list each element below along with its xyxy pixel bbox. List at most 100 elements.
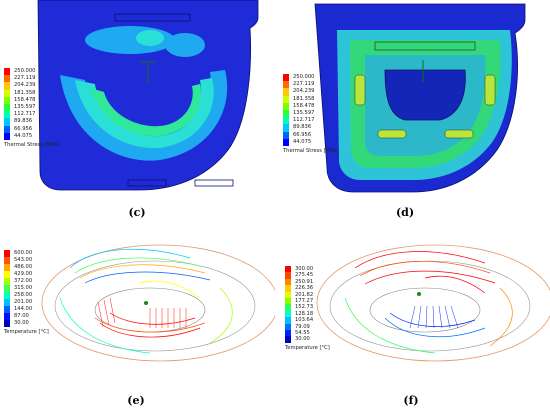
legend-swatch [4,271,10,278]
legend-swatch [285,317,291,324]
legend-swatch [283,88,289,96]
legend-swatch [4,89,10,97]
legend-value: 177.27 [295,298,314,304]
stress-plot-c [37,0,259,191]
legend-value: 250.000 [14,68,36,74]
legend-swatch [4,257,10,264]
legend-swatch [4,306,10,313]
legend-value: 227.119 [14,75,36,82]
legend-value: 112.717 [14,111,36,118]
legend-title: Temperature [°C] [285,344,330,351]
legend-swatch [283,74,289,82]
legend-value: 30.00 [14,320,29,326]
temperature-streamlines-e [41,244,275,362]
panel-e: 600.00 543.00 486.00 429.00 372.00 315.00 258.… [0,228,275,411]
legend-swatch [283,138,289,146]
legend-swatch [283,124,289,132]
legend-swatch [285,336,291,343]
legend-swatch [4,320,10,327]
legend-value: 181.358 [293,95,315,102]
legend-swatch [4,132,10,140]
legend-swatch [283,117,289,125]
stress-plot-d [314,3,526,193]
legend-title: Thermal Stress [MPa] [283,148,339,154]
legend-title: Temperature [°C] [4,329,49,335]
legend-value: 315.00 [14,285,33,291]
caption-e: (e) [127,394,145,407]
legend-value: 201.00 [14,299,33,305]
legend-value: 258.00 [14,292,33,298]
legend-value: 152.73 [295,304,314,311]
legend-swatch [4,292,10,299]
legend-swatch [4,250,10,257]
legend-swatch [283,102,289,110]
legend-value: 89.836 [293,124,312,131]
panel-c: 250.000 227.119 204.239 181.358 158.478 135.5… [0,0,275,240]
legend-value: 181.358 [14,89,36,96]
legend-value: 66.956 [293,131,312,138]
legend-swatch [4,96,10,104]
legend-value: 250.91 [295,278,314,285]
legend-swatch [4,125,10,133]
caption-f: (f) [403,394,419,407]
legend-swatch [4,285,10,292]
legend-swatch [285,285,291,292]
legend-value: 543.00 [14,257,33,263]
legend-value: 128.18 [295,310,314,317]
legend-swatch [4,75,10,83]
panel-f: 300.00 275.45 250.91 226.36 201.82 177.27 152.… [275,228,550,411]
legend-swatch [285,266,291,273]
legend-value: 204.239 [293,88,315,95]
legend-swatch [283,131,289,139]
panel-d: 250.000 227.119 204.239 181.358 158.478 135.5… [275,0,550,240]
legend-value: 112.717 [293,117,315,124]
legend-swatch [283,95,289,103]
legend-value: 429.00 [14,271,33,277]
legend-swatch [285,272,291,279]
legend-value: 486.00 [14,264,33,270]
legend-value: 144.00 [14,306,33,312]
legend-value: 158.478 [14,96,36,103]
legend-swatch [283,81,289,89]
legend-swatch [4,118,10,126]
legend-title: Thermal Stress [MPa] [4,142,60,148]
legend-value: 89.836 [14,118,33,125]
legend-swatch [4,264,10,271]
legend-value: 54.55 [295,330,310,336]
legend-swatch [285,310,291,318]
legend-swatch [283,110,289,118]
caption-c: (c) [128,206,146,219]
legend-swatch [4,68,10,76]
legend-swatch [285,291,291,298]
legend-swatch [285,278,291,286]
legend-value: 300.00 [295,266,314,272]
legend-value: 87.00 [14,313,29,319]
caption-d: (d) [395,206,415,219]
legend-value: 44.075 [293,138,312,145]
temperature-streamlines-f [316,244,550,362]
legend-value: 79.09 [295,323,310,330]
legend-value: 30.00 [295,336,310,343]
legend-value: 204.239 [14,82,36,89]
legend-swatch [4,299,10,306]
legend-swatch [285,323,291,330]
legend-value: 275.45 [295,272,314,279]
legend-value: 44.075 [14,132,33,139]
legend-swatch [4,82,10,90]
legend-value: 103.64 [295,317,314,324]
legend-value: 66.956 [14,125,33,132]
legend-swatch [4,278,10,285]
legend-swatch [4,111,10,119]
legend-swatch [285,330,291,337]
legend-value: 226.36 [295,285,314,292]
legend-value: 158.478 [293,102,315,109]
legend-value: 600.00 [14,250,33,256]
legend-value: 372.00 [14,278,33,284]
legend-swatch [285,298,291,305]
legend-swatch [285,304,291,311]
legend-value: 135.597 [14,104,36,110]
legend-swatch [4,104,10,112]
legend-value: 201.82 [295,291,314,298]
legend-value: 135.597 [293,110,315,116]
legend-swatch [4,313,10,320]
